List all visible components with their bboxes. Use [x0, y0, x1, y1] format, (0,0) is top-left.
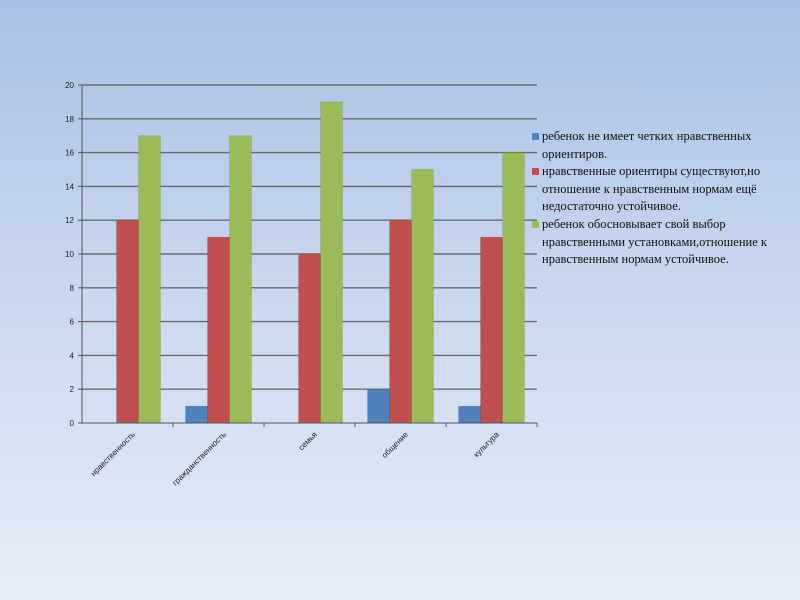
bar-1-2 — [185, 405, 208, 424]
y-tick-label: 18 — [65, 115, 74, 124]
legend-item-series-1: ребенок не имеет четких нравственных ори… — [530, 128, 770, 163]
legend-item-series-2: нравственные ориентиры существуют,но отн… — [530, 163, 770, 216]
y-tick-label: 4 — [70, 351, 75, 360]
y-tick-label: 16 — [65, 149, 74, 158]
x-category-label: общение — [380, 430, 410, 460]
bar-2-3 — [298, 253, 321, 424]
legend-item-series-3: ребенок обосновывает свой выбор нравстве… — [530, 216, 770, 269]
bar-3-5 — [502, 152, 525, 424]
legend-swatch-series-3 — [532, 220, 539, 228]
bar-3-3 — [320, 101, 343, 424]
bar-2-4 — [389, 219, 412, 424]
x-category-label: нравственность — [89, 430, 137, 478]
legend-label-series-3: ребенок обосновывает свой выбор нравстве… — [542, 216, 767, 267]
bar-1-4 — [367, 388, 390, 424]
bar-3-1 — [138, 135, 161, 424]
y-tick-label: 6 — [70, 318, 75, 327]
bar-2-1 — [116, 219, 139, 424]
legend-swatch-series-1 — [532, 133, 539, 140]
x-category-label: культура — [472, 430, 502, 460]
y-tick-label: 2 — [70, 385, 75, 394]
legend-label-series-1: ребенок не имеет четких нравственных ори… — [542, 129, 752, 161]
bar-3-2 — [229, 135, 252, 424]
y-tick-label: 8 — [70, 284, 75, 293]
x-category-label: гражданственность — [171, 430, 228, 487]
y-tick-label: 12 — [65, 216, 74, 225]
bar-2-5 — [480, 236, 503, 424]
legend-swatch-series-2 — [532, 168, 539, 176]
x-category-label: семья — [297, 430, 319, 452]
legend-label-series-2: нравственные ориентиры существуют,но отн… — [542, 164, 761, 214]
bar-2-2 — [207, 236, 230, 424]
y-tick-label: 0 — [70, 419, 75, 428]
y-tick-label: 14 — [65, 182, 74, 191]
bar-1-5 — [458, 405, 481, 424]
legend: ребенок не имеет четких нравственных ори… — [530, 128, 770, 269]
bar-3-4 — [411, 169, 434, 424]
y-tick-label: 20 — [65, 81, 74, 90]
bars — [116, 101, 525, 424]
y-tick-label: 10 — [65, 250, 74, 259]
